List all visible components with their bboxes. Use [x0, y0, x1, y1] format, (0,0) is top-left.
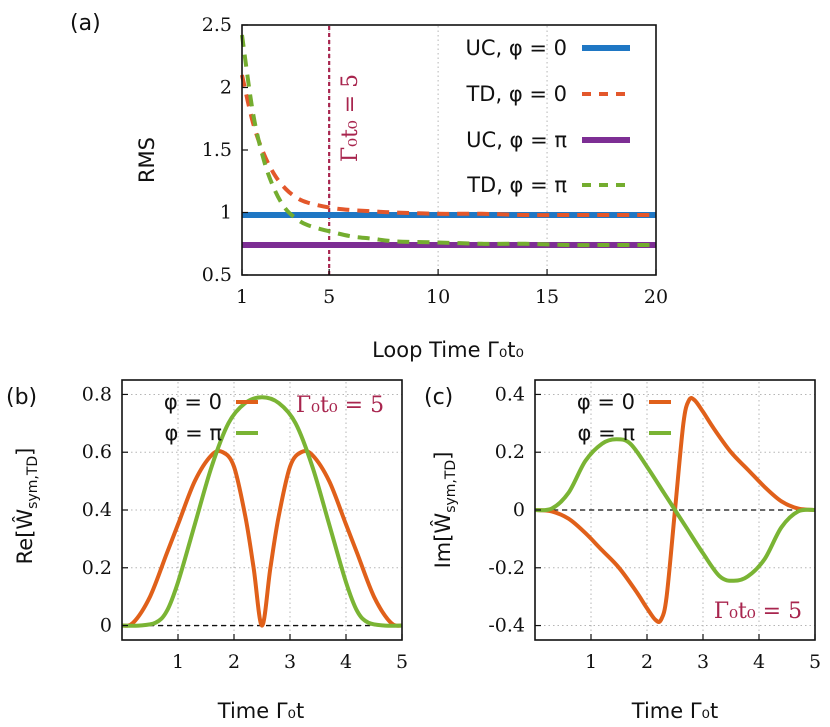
b-series-phi-0 [121, 449, 403, 628]
b-x-tick-label: 2 [228, 651, 240, 673]
panel-a-vline-label: Γ₀t₀ = 5 [338, 74, 363, 162]
b-x-tick-label: 3 [284, 651, 296, 673]
panel-b-y-axis-label-sub: sym,TD [25, 456, 41, 509]
c-legend-label-1: φ = π [578, 421, 636, 445]
series-td-phi-0 [240, 74, 656, 218]
b-x-tick-label: 4 [340, 651, 352, 673]
c-x-tick-label: 5 [809, 651, 821, 673]
b-series-phi-pi [121, 395, 403, 628]
legend-label-1: TD, φ = 0 [465, 82, 567, 106]
panel-a-grid [241, 25, 657, 275]
b-legend-label-1: φ = π [165, 421, 223, 445]
panel-c-imaginary-part-chart: 1 2 3 4 5 -0.4 -0.2 0 0.2 0.4 φ = 0 φ = π (c) Im[Ŵ… [424, 379, 821, 723]
panel-a-ticks: 1 5 10 15 200.511.522.5 [202, 14, 668, 308]
panel-b-x-axis-label: Time Γ₀t [217, 699, 304, 723]
panel-a-legend: UC, φ = 0 TD, φ = 0 UC, φ = π TD, φ = π [465, 36, 630, 197]
panel-b-legend: φ = 0 φ = π [164, 390, 258, 445]
a-y-tick-label: 2 [220, 77, 232, 99]
panel-a-x-axis-label: Loop Time Γ₀t₀ [372, 338, 524, 362]
a-y-tick-label: 1.5 [202, 139, 232, 161]
a-x-tick-label: 1 [236, 286, 248, 308]
a-y-tick-label: 1 [220, 202, 232, 224]
b-x-tick-label: 1 [172, 651, 184, 673]
panel-c-annotation: Γ₀t₀ = 5 [714, 599, 802, 624]
panel-c-series [534, 396, 816, 624]
panel-b-series [121, 395, 403, 628]
panel-c-y-axis-label-sub: sym,TD [443, 460, 459, 513]
b-y-tick-label: 0.8 [82, 383, 112, 405]
legend-label-0: UC, φ = 0 [465, 36, 567, 60]
a-x-tick-label: 5 [323, 286, 335, 308]
b-x-tick-label: 5 [396, 651, 408, 673]
a-x-tick-label: 20 [644, 286, 668, 308]
panel-b-y-axis-label-main: Re[Ŵ [12, 509, 37, 565]
panel-c-y-axis-label-close: ] [431, 452, 455, 460]
c-x-tick-label: 4 [753, 651, 765, 673]
c-x-tick-label: 1 [585, 651, 597, 673]
b-legend-label-0: φ = 0 [164, 390, 222, 414]
panel-b-grid [122, 380, 403, 640]
panel-c-ticks: 1 2 3 4 5 -0.4 -0.2 0 0.2 0.4 [488, 383, 821, 673]
c-x-tick-label: 3 [697, 651, 709, 673]
series-td-phi-pi [240, 34, 656, 248]
panel-b-y-axis-label-close: ] [13, 448, 37, 456]
c-series-phi-pi [534, 437, 816, 583]
a-y-tick-label: 2.5 [202, 14, 232, 36]
panel-b-real-part-chart: 1 2 3 4 5 0 0.2 0.4 0.6 0.8 φ = 0 φ = π (b) Re[Ŵsy… [6, 379, 408, 723]
c-y-tick-label: -0.2 [488, 557, 525, 579]
b-y-tick-label: 0 [100, 615, 112, 637]
panel-a-frame [241, 24, 657, 276]
panel-a-label: (a) [70, 11, 101, 36]
c-y-tick-label: 0 [513, 499, 525, 521]
c-x-tick-label: 2 [641, 651, 653, 673]
panel-a-rms-chart: 1 5 10 15 200.511.522.5 UC, φ = 0TD, φ = 0UC… [70, 11, 668, 362]
c-y-tick-label: 0.4 [495, 383, 525, 405]
c-y-tick-label: 0.2 [495, 441, 525, 463]
panel-a-series [240, 25, 656, 275]
panel-b-y-axis-label: Re[Ŵsym,TD] [12, 448, 41, 565]
a-y-tick-label: 0.5 [202, 264, 232, 286]
panel-c-x-axis-label: Time Γ₀t [631, 699, 718, 723]
panel-b-label: (b) [6, 385, 37, 410]
a-x-tick-label: 15 [535, 286, 559, 308]
legend-label-2: UC, φ = π [466, 128, 567, 152]
panel-a-y-axis-label: RMS [135, 137, 159, 183]
panel-c-y-axis-label: Im[Ŵsym,TD] [430, 452, 459, 569]
panel-b-annotation: Γ₀t₀ = 5 [296, 393, 384, 418]
c-y-tick-label: -0.4 [488, 615, 525, 637]
b-y-tick-label: 0.6 [82, 441, 112, 463]
b-y-tick-label: 0.2 [82, 557, 112, 579]
legend-label-3: TD, φ = π [466, 173, 567, 197]
panel-c-y-axis-label-main: Im[Ŵ [430, 513, 455, 569]
b-y-tick-label: 0.4 [82, 499, 112, 521]
c-legend-label-0: φ = 0 [577, 390, 635, 414]
panel-c-legend: φ = 0 φ = π [577, 390, 671, 445]
a-x-tick-label: 10 [426, 286, 450, 308]
panel-c-label: (c) [424, 385, 453, 410]
panel-b-ticks: 1 2 3 4 5 0 0.2 0.4 0.6 0.8 [82, 383, 408, 673]
